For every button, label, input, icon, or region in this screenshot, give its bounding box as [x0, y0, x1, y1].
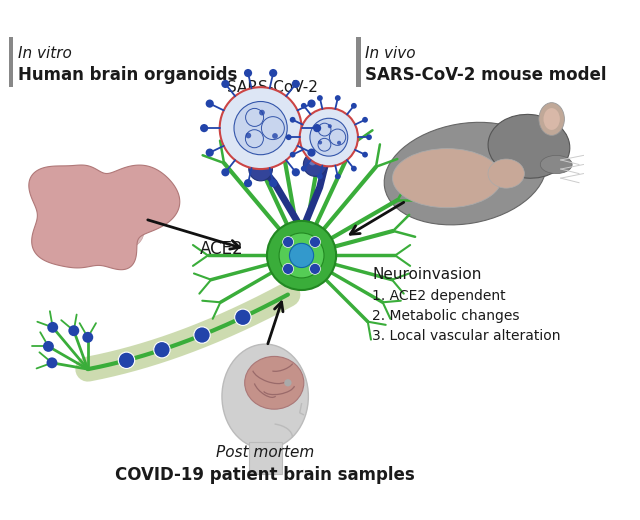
- Circle shape: [328, 124, 332, 128]
- Circle shape: [83, 332, 93, 343]
- Circle shape: [234, 101, 287, 155]
- Text: 3. Local vascular alteration: 3. Local vascular alteration: [372, 329, 561, 343]
- Circle shape: [259, 110, 265, 115]
- Circle shape: [310, 264, 321, 275]
- Circle shape: [289, 243, 314, 268]
- Circle shape: [351, 103, 356, 109]
- Circle shape: [84, 230, 115, 261]
- Circle shape: [43, 341, 54, 352]
- Circle shape: [57, 210, 84, 238]
- Text: ACE2: ACE2: [200, 240, 243, 258]
- Circle shape: [120, 354, 133, 367]
- Bar: [9, 37, 13, 87]
- Ellipse shape: [488, 159, 524, 188]
- Circle shape: [318, 140, 322, 145]
- Text: SARS-CoV-2 mouse model: SARS-CoV-2 mouse model: [365, 66, 607, 84]
- Circle shape: [279, 233, 324, 278]
- Ellipse shape: [222, 344, 308, 449]
- Circle shape: [47, 322, 58, 333]
- Circle shape: [118, 352, 134, 369]
- Circle shape: [156, 343, 168, 356]
- Circle shape: [205, 99, 214, 108]
- Text: Post mortem: Post mortem: [216, 445, 314, 460]
- Circle shape: [351, 166, 356, 172]
- Circle shape: [244, 69, 252, 77]
- Text: 2. Metabolic changes: 2. Metabolic changes: [372, 309, 520, 323]
- Circle shape: [246, 133, 252, 138]
- Ellipse shape: [540, 155, 572, 174]
- Ellipse shape: [244, 356, 304, 409]
- Circle shape: [317, 174, 323, 179]
- Circle shape: [284, 379, 292, 386]
- Circle shape: [68, 325, 79, 336]
- Circle shape: [362, 117, 368, 123]
- Circle shape: [221, 168, 230, 176]
- Circle shape: [221, 80, 230, 88]
- Circle shape: [244, 179, 252, 187]
- Ellipse shape: [488, 114, 570, 178]
- Circle shape: [220, 87, 301, 169]
- Circle shape: [335, 95, 340, 101]
- Text: In vivo: In vivo: [365, 46, 416, 61]
- Circle shape: [67, 173, 97, 202]
- Circle shape: [47, 357, 58, 368]
- Ellipse shape: [539, 102, 564, 135]
- Text: Human brain organoids: Human brain organoids: [18, 66, 237, 84]
- Ellipse shape: [392, 149, 502, 207]
- Ellipse shape: [543, 108, 560, 130]
- Circle shape: [285, 134, 292, 140]
- Circle shape: [307, 99, 316, 108]
- Circle shape: [290, 152, 296, 158]
- Circle shape: [237, 311, 249, 323]
- Circle shape: [283, 237, 294, 248]
- Circle shape: [362, 152, 368, 158]
- Circle shape: [104, 203, 127, 226]
- Circle shape: [254, 163, 262, 170]
- Circle shape: [366, 134, 372, 140]
- Circle shape: [283, 264, 294, 275]
- Text: In vitro: In vitro: [18, 46, 72, 61]
- Circle shape: [337, 141, 341, 145]
- Circle shape: [300, 108, 358, 166]
- Circle shape: [205, 149, 214, 157]
- Circle shape: [301, 103, 307, 109]
- Circle shape: [194, 327, 210, 343]
- Circle shape: [309, 158, 316, 165]
- Ellipse shape: [384, 122, 547, 225]
- Circle shape: [303, 153, 327, 176]
- Circle shape: [317, 95, 323, 101]
- Circle shape: [196, 329, 209, 342]
- Circle shape: [200, 124, 208, 132]
- Circle shape: [292, 168, 300, 176]
- Circle shape: [154, 342, 170, 358]
- Circle shape: [335, 174, 340, 179]
- Circle shape: [235, 309, 251, 326]
- Circle shape: [249, 157, 273, 181]
- Circle shape: [290, 117, 296, 123]
- Circle shape: [272, 133, 278, 139]
- Circle shape: [269, 179, 277, 187]
- Text: Neuroinvasion: Neuroinvasion: [372, 267, 482, 282]
- Bar: [356, 37, 361, 87]
- Circle shape: [301, 166, 307, 172]
- Circle shape: [307, 149, 316, 157]
- Bar: [249, 442, 282, 474]
- Circle shape: [292, 80, 300, 88]
- Circle shape: [313, 124, 321, 132]
- Text: 1. ACE2 dependent: 1. ACE2 dependent: [372, 289, 506, 303]
- Text: COVID-19 patient brain samples: COVID-19 patient brain samples: [115, 465, 415, 484]
- Circle shape: [267, 221, 336, 290]
- Polygon shape: [29, 165, 180, 270]
- Text: SARS-CoV-2: SARS-CoV-2: [227, 80, 318, 95]
- Circle shape: [109, 214, 144, 248]
- Circle shape: [310, 237, 321, 248]
- Circle shape: [269, 69, 277, 77]
- Circle shape: [99, 178, 126, 205]
- Circle shape: [310, 118, 348, 156]
